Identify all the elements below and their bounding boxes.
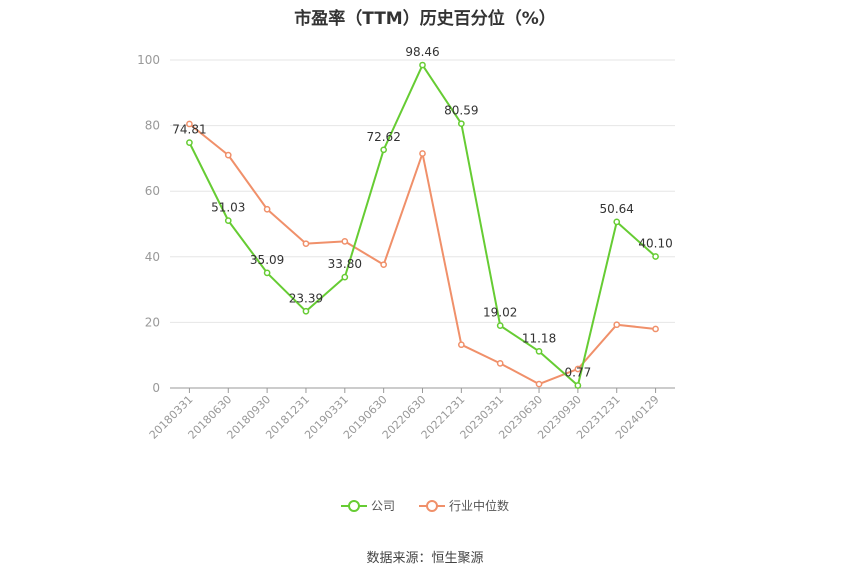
chart-title: 市盈率（TTM）历史百分位（%） xyxy=(294,9,556,29)
legend-item-company[interactable]: 公司 xyxy=(340,497,395,514)
data-label-company: 23.39 xyxy=(289,291,323,305)
series-0-point[interactable] xyxy=(224,217,232,224)
y-tick-label: 80 xyxy=(145,119,160,133)
y-tick-label: 40 xyxy=(145,250,160,264)
series-1-point[interactable] xyxy=(535,380,543,388)
data-label-company: 0.77 xyxy=(565,365,592,379)
series-1-point[interactable] xyxy=(613,321,621,329)
series-1-point[interactable] xyxy=(263,205,271,213)
series-1-point[interactable] xyxy=(341,238,349,245)
series-0-point[interactable] xyxy=(341,273,349,281)
series-0-point[interactable] xyxy=(419,61,426,69)
series-1-point[interactable] xyxy=(380,261,388,269)
data-label-company: 74.81 xyxy=(172,123,206,137)
series-1-point[interactable] xyxy=(186,120,193,128)
series-1-point[interactable] xyxy=(419,150,426,157)
y-tick-label: 0 xyxy=(152,381,160,395)
series-1-point[interactable] xyxy=(574,365,582,373)
series-0-point[interactable] xyxy=(613,218,621,226)
series-0-point[interactable] xyxy=(186,139,193,146)
series-1-point[interactable] xyxy=(302,240,310,248)
series-0-point[interactable] xyxy=(574,382,582,389)
series-0-point[interactable] xyxy=(302,307,310,315)
data-label-company: 51.03 xyxy=(211,201,245,215)
legend-company-label: 公司 xyxy=(370,499,395,513)
legend-company-marker-icon xyxy=(340,499,367,513)
y-tick-label: 60 xyxy=(145,184,160,198)
series-0-point[interactable] xyxy=(496,322,504,329)
data-label-company: 98.46 xyxy=(405,45,439,59)
data-label-company: 72.62 xyxy=(366,130,400,144)
series-1-point[interactable] xyxy=(224,151,232,159)
data-label-company: 33.80 xyxy=(328,257,362,271)
y-tick-label: 100 xyxy=(137,53,160,67)
legend-item-industry[interactable]: 行业中位数 xyxy=(419,497,509,514)
series-0-point[interactable] xyxy=(535,347,543,355)
y-tick-label: 20 xyxy=(145,315,160,329)
series-line-0 xyxy=(188,64,657,387)
legend-industry-label: 行业中位数 xyxy=(449,499,510,513)
series-0-point[interactable] xyxy=(652,253,659,260)
data-label-company: 50.64 xyxy=(600,202,634,216)
series-0-point[interactable] xyxy=(380,146,388,154)
legend-industry-marker-icon xyxy=(419,499,445,513)
series-1-point[interactable] xyxy=(496,360,504,367)
data-label-company: 40.10 xyxy=(638,236,672,250)
series-1-point[interactable] xyxy=(457,341,465,349)
series-0-point[interactable] xyxy=(457,120,465,128)
chart-plot: 0204060801002018033120180630201809302018… xyxy=(137,45,675,442)
series-1-point[interactable] xyxy=(652,325,659,333)
data-source-note: 数据来源：恒生聚源 xyxy=(366,551,484,566)
data-label-company: 11.18 xyxy=(522,331,556,345)
data-label-company: 80.59 xyxy=(444,104,478,118)
chart-legend: 公司 行业中位数 xyxy=(0,497,850,514)
series-0-point[interactable] xyxy=(263,269,271,277)
data-label-company: 35.09 xyxy=(250,253,284,267)
data-label-company: 19.02 xyxy=(483,306,517,320)
